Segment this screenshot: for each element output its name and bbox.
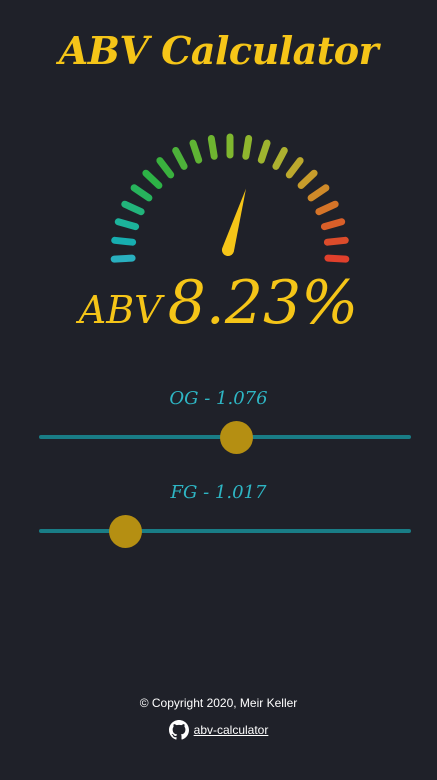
gauge-tick: [328, 258, 346, 259]
og-slider-thumb[interactable]: [220, 421, 253, 454]
gauge-tick: [311, 188, 326, 198]
gauge-tick: [301, 173, 314, 185]
fg-slider-thumb[interactable]: [109, 515, 142, 548]
gauge-needle: [222, 189, 246, 256]
gauge-tick: [115, 240, 133, 242]
og-slider[interactable]: [39, 417, 411, 457]
gauge-needle-shape: [222, 189, 246, 256]
footer-link-row: abv-calculator: [0, 720, 437, 743]
gauge-tick: [125, 204, 141, 212]
fg-slider-label: FG - 1.017: [0, 482, 437, 503]
gauge-tick: [146, 173, 159, 185]
fg-slider[interactable]: [39, 511, 411, 551]
gauge-tick: [134, 188, 149, 198]
gauge-tick: [324, 222, 341, 227]
gauge-tick: [261, 143, 267, 160]
fg-slider-track[interactable]: [39, 529, 411, 533]
gauge-tick: [289, 161, 300, 175]
github-link-text: abv-calculator: [194, 723, 269, 737]
gauge-tick: [211, 139, 214, 157]
gauge-tick: [160, 161, 171, 175]
github-icon: [169, 720, 189, 740]
copyright-text: © Copyright 2020, Meir Keller: [0, 696, 437, 710]
abv-gauge: [0, 0, 437, 280]
gauge-tick: [118, 222, 135, 227]
gauge-tick: [193, 143, 199, 160]
gauge-tick: [246, 139, 249, 157]
abv-value: 8.23%: [168, 268, 359, 338]
abv-label: ABV: [79, 288, 162, 332]
gauge-tick: [176, 151, 184, 167]
github-repo-link[interactable]: abv-calculator: [169, 720, 269, 740]
gauge-tick: [276, 151, 284, 167]
gauge-tick: [114, 258, 132, 259]
og-slider-label: OG - 1.076: [0, 388, 437, 409]
abv-readout: ABV 8.23%: [0, 268, 437, 338]
gauge-tick: [327, 240, 345, 242]
gauge-tick: [319, 204, 335, 212]
